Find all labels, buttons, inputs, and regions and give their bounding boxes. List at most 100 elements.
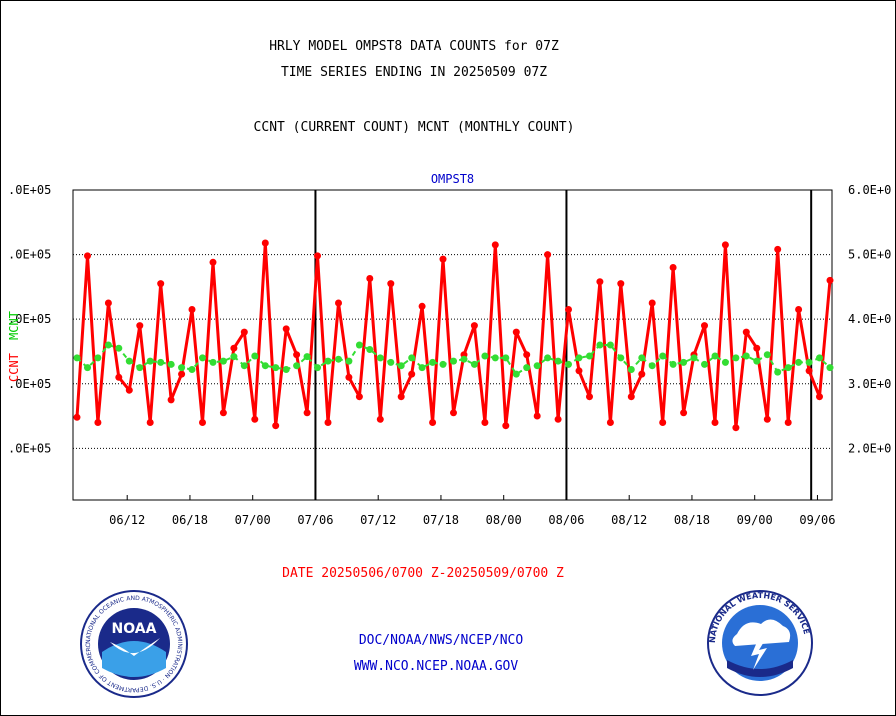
data-point-ccnt bbox=[544, 251, 552, 259]
data-point-mcnt bbox=[366, 346, 374, 353]
data-point-mcnt bbox=[104, 341, 112, 349]
x-tick-label: 07/18 bbox=[423, 513, 459, 527]
data-point-mcnt bbox=[230, 353, 238, 361]
noaa-logo: NOAA NATIONAL OCEANIC AND ATMOSPHERIC AD… bbox=[80, 590, 188, 698]
data-point-mcnt bbox=[554, 357, 562, 365]
data-point-mcnt bbox=[408, 354, 416, 362]
data-point-ccnt bbox=[491, 241, 499, 249]
data-point-ccnt bbox=[732, 424, 740, 432]
data-point-ccnt bbox=[617, 280, 625, 288]
data-point-mcnt bbox=[638, 354, 646, 362]
data-point-mcnt bbox=[805, 358, 813, 366]
data-point-mcnt bbox=[659, 352, 667, 360]
data-point-ccnt bbox=[418, 302, 426, 310]
x-tick-label: 07/12 bbox=[360, 513, 396, 527]
x-tick-label: 08/00 bbox=[486, 513, 522, 527]
data-point-ccnt bbox=[94, 419, 102, 426]
x-tick-label: 06/12 bbox=[109, 513, 145, 527]
data-point-mcnt bbox=[73, 354, 81, 362]
data-point-mcnt bbox=[596, 341, 604, 349]
data-point-mcnt bbox=[481, 352, 489, 360]
data-point-mcnt bbox=[261, 362, 269, 370]
right-tick-label: 2.0E+0 bbox=[848, 441, 891, 455]
data-point-mcnt bbox=[251, 352, 259, 360]
left-tick-label: .0E+05 bbox=[8, 441, 51, 455]
data-point-ccnt bbox=[157, 280, 165, 288]
noaa-logo-text: NOAA bbox=[112, 621, 157, 637]
data-point-ccnt bbox=[293, 351, 301, 359]
data-point-mcnt bbox=[575, 354, 583, 362]
right-tick-label: 6.0E+0 bbox=[848, 183, 891, 197]
data-point-mcnt bbox=[460, 355, 468, 363]
data-point-ccnt bbox=[73, 413, 81, 421]
data-point-ccnt bbox=[669, 264, 677, 271]
data-point-mcnt bbox=[303, 353, 311, 361]
x-tick-label: 06/18 bbox=[172, 513, 208, 527]
data-point-mcnt bbox=[345, 357, 353, 365]
data-point-ccnt bbox=[230, 344, 238, 352]
data-point-ccnt bbox=[450, 409, 457, 417]
data-point-ccnt bbox=[178, 370, 186, 378]
ylabel-mcnt: MCNT bbox=[7, 311, 21, 340]
data-point-mcnt bbox=[690, 354, 698, 362]
data-point-ccnt bbox=[219, 409, 227, 417]
data-point-mcnt bbox=[544, 354, 552, 362]
data-point-ccnt bbox=[397, 393, 405, 401]
data-point-ccnt bbox=[753, 344, 761, 352]
data-point-mcnt bbox=[753, 357, 761, 365]
data-point-mcnt bbox=[721, 358, 729, 366]
left-tick-label: .0E+05 bbox=[8, 377, 51, 391]
data-point-ccnt bbox=[721, 241, 729, 249]
right-tick-label: 3.0E+0 bbox=[848, 377, 891, 391]
data-point-mcnt bbox=[565, 360, 572, 368]
data-point-ccnt bbox=[795, 306, 803, 313]
data-point-ccnt bbox=[439, 255, 447, 263]
data-point-mcnt bbox=[774, 368, 782, 376]
data-point-mcnt bbox=[669, 360, 677, 368]
data-point-ccnt bbox=[596, 278, 604, 286]
data-point-mcnt bbox=[209, 358, 217, 366]
data-point-ccnt bbox=[523, 351, 531, 359]
data-point-mcnt bbox=[606, 341, 614, 349]
x-tick-label: 07/06 bbox=[297, 513, 333, 527]
left-tick-label: .0E+05 bbox=[8, 183, 51, 197]
data-point-ccnt bbox=[481, 419, 489, 426]
data-point-mcnt bbox=[94, 354, 102, 362]
data-point-ccnt bbox=[272, 422, 280, 430]
data-point-mcnt bbox=[512, 370, 520, 378]
data-point-ccnt bbox=[387, 280, 395, 288]
left-tick-label: .0E+05 bbox=[8, 312, 51, 326]
data-point-mcnt bbox=[84, 364, 91, 372]
data-point-ccnt bbox=[586, 393, 593, 401]
data-point-ccnt bbox=[335, 299, 342, 307]
data-point-mcnt bbox=[502, 354, 510, 362]
data-point-mcnt bbox=[826, 364, 834, 372]
data-point-ccnt bbox=[627, 393, 635, 401]
data-point-ccnt bbox=[115, 373, 123, 381]
data-point-ccnt bbox=[512, 328, 520, 336]
site-url[interactable]: WWW.NCO.NCEP.NOAA.GOV bbox=[353, 659, 519, 674]
data-point-mcnt bbox=[533, 362, 541, 370]
data-point-ccnt bbox=[199, 419, 206, 426]
data-point-ccnt bbox=[209, 258, 217, 266]
data-point-mcnt bbox=[523, 364, 531, 372]
data-point-mcnt bbox=[732, 354, 740, 362]
x-tick-label: 09/06 bbox=[799, 513, 835, 527]
data-point-mcnt bbox=[282, 366, 290, 373]
x-tick-label: 08/12 bbox=[611, 513, 647, 527]
data-point-mcnt bbox=[272, 364, 280, 372]
data-point-ccnt bbox=[167, 396, 175, 404]
data-point-ccnt bbox=[188, 306, 196, 313]
data-point-mcnt bbox=[157, 358, 165, 366]
data-point-ccnt bbox=[606, 419, 614, 426]
data-point-ccnt bbox=[261, 239, 269, 247]
data-point-ccnt bbox=[565, 306, 572, 313]
data-point-ccnt bbox=[125, 386, 133, 394]
data-point-ccnt bbox=[554, 415, 562, 423]
data-point-ccnt bbox=[251, 415, 259, 423]
left-tick-label: .0E+05 bbox=[8, 248, 51, 262]
data-point-ccnt bbox=[314, 252, 321, 260]
org-label[interactable]: DOC/NOAA/NWS/NCEP/NCO bbox=[358, 633, 524, 648]
data-point-mcnt bbox=[439, 360, 447, 368]
